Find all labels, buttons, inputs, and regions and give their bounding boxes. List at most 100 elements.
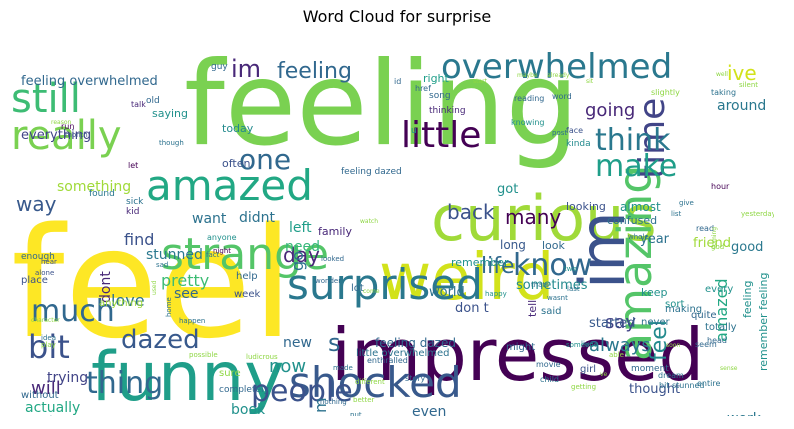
word-154: play bbox=[41, 341, 56, 349]
word-71: confused bbox=[607, 214, 657, 227]
word-138: anyone bbox=[207, 233, 237, 242]
word-109: kid bbox=[126, 207, 139, 217]
word-95: feeling bbox=[741, 281, 754, 318]
word-107: place bbox=[21, 275, 48, 286]
word-129: knowing bbox=[511, 118, 545, 127]
word-30: feeling bbox=[277, 59, 352, 84]
word-119: story bbox=[405, 374, 425, 383]
word-172: able bbox=[609, 351, 624, 359]
word-123: dream bbox=[658, 371, 684, 380]
word-78: feeling overwhelmed bbox=[21, 74, 158, 89]
word-135: though bbox=[159, 139, 184, 147]
word-19: know bbox=[513, 248, 592, 283]
word-64: sometimes bbox=[516, 278, 588, 293]
word-173: getting bbox=[571, 383, 596, 391]
word-178: sad bbox=[156, 261, 168, 269]
word-98: girl bbox=[580, 364, 596, 375]
word-170: yesterday bbox=[741, 210, 774, 218]
word-155: happen bbox=[179, 317, 205, 325]
word-96: might bbox=[506, 342, 535, 353]
word-27: feel bbox=[647, 320, 672, 361]
word-120: child bbox=[540, 375, 559, 384]
word-137: looked bbox=[321, 255, 344, 263]
word-92: making bbox=[665, 304, 702, 315]
word-117: seem bbox=[695, 340, 717, 349]
word-141: alone bbox=[35, 269, 54, 277]
word-72: looking bbox=[566, 200, 606, 213]
word-31: ive bbox=[727, 61, 757, 85]
word-144: href bbox=[415, 84, 431, 93]
word-52: s bbox=[328, 329, 341, 357]
word-192: soon bbox=[666, 342, 680, 349]
word-156: made bbox=[333, 364, 353, 372]
word-159: better bbox=[353, 396, 375, 404]
word-81: long bbox=[500, 238, 526, 252]
word-122: entire bbox=[697, 379, 720, 388]
word-148: post bbox=[552, 129, 567, 137]
word-56: trying bbox=[47, 370, 88, 386]
word-115: found bbox=[89, 189, 115, 199]
word-53: say bbox=[605, 312, 636, 333]
word-171: silent bbox=[739, 81, 758, 89]
word-189: come bbox=[363, 288, 380, 295]
word-85: lot bbox=[351, 283, 364, 294]
word-68: year bbox=[640, 232, 670, 247]
word-187: character bbox=[31, 317, 60, 324]
word-191: coming bbox=[711, 227, 718, 249]
word-174: ludicrous bbox=[246, 353, 278, 361]
word-102: without bbox=[21, 390, 59, 401]
word-91: quite bbox=[691, 310, 717, 321]
word-82: look bbox=[542, 239, 566, 252]
word-188: reason bbox=[51, 119, 72, 126]
word-111: feeling dazed bbox=[341, 167, 402, 177]
word-65: world bbox=[429, 285, 465, 300]
word-131: old bbox=[146, 96, 160, 106]
word-133: run bbox=[61, 122, 74, 131]
word-132: talk bbox=[131, 100, 146, 109]
word-99: little overwhelmed bbox=[356, 348, 450, 359]
word-94: remember feeling bbox=[757, 273, 770, 372]
word-108: enough bbox=[21, 252, 55, 262]
word-74: everything bbox=[21, 128, 91, 143]
word-167: give bbox=[679, 199, 694, 207]
word-10: amazing bbox=[608, 165, 662, 361]
word-112: kinda bbox=[566, 139, 591, 149]
word-33: around bbox=[717, 98, 766, 114]
word-50: now bbox=[269, 356, 306, 377]
word-89: every bbox=[705, 284, 733, 295]
word-139: night bbox=[213, 247, 231, 255]
word-43: go bbox=[288, 251, 307, 271]
word-47: love bbox=[111, 291, 145, 310]
word-39: stunned bbox=[146, 247, 203, 263]
word-176: happy bbox=[485, 290, 507, 298]
word-51: new bbox=[283, 335, 312, 351]
word-140: hear bbox=[41, 258, 57, 266]
word-90: totally bbox=[705, 322, 737, 333]
word-113: song bbox=[429, 91, 451, 101]
word-87: keep bbox=[641, 286, 668, 299]
word-75: often bbox=[222, 157, 250, 170]
word-cloud: feeling feel curious weird impressed funny ama… bbox=[11, 31, 774, 416]
word-164: wasnt bbox=[547, 294, 568, 302]
word-22: bit bbox=[28, 328, 70, 366]
word-17: think bbox=[595, 123, 671, 158]
word-142: wonder bbox=[315, 277, 341, 285]
word-58: book bbox=[231, 402, 266, 416]
word-118: head bbox=[707, 336, 727, 345]
word-162: take bbox=[43, 415, 58, 416]
word-97: said bbox=[541, 306, 561, 317]
word-175: possible bbox=[189, 351, 218, 359]
word-106: help bbox=[236, 271, 258, 282]
word-26: one bbox=[239, 143, 291, 176]
word-127: taking bbox=[711, 88, 736, 97]
word-34: way bbox=[16, 192, 57, 216]
word-16: little bbox=[401, 115, 481, 156]
word-18: make bbox=[595, 149, 677, 184]
word-151: someone bbox=[566, 341, 598, 349]
word-77: saying bbox=[152, 107, 188, 120]
word-40: many bbox=[505, 205, 561, 229]
word-6: amazed bbox=[146, 161, 313, 210]
word-38: find bbox=[124, 230, 154, 249]
word-150: live bbox=[581, 340, 593, 348]
word-2: curious bbox=[431, 182, 657, 255]
